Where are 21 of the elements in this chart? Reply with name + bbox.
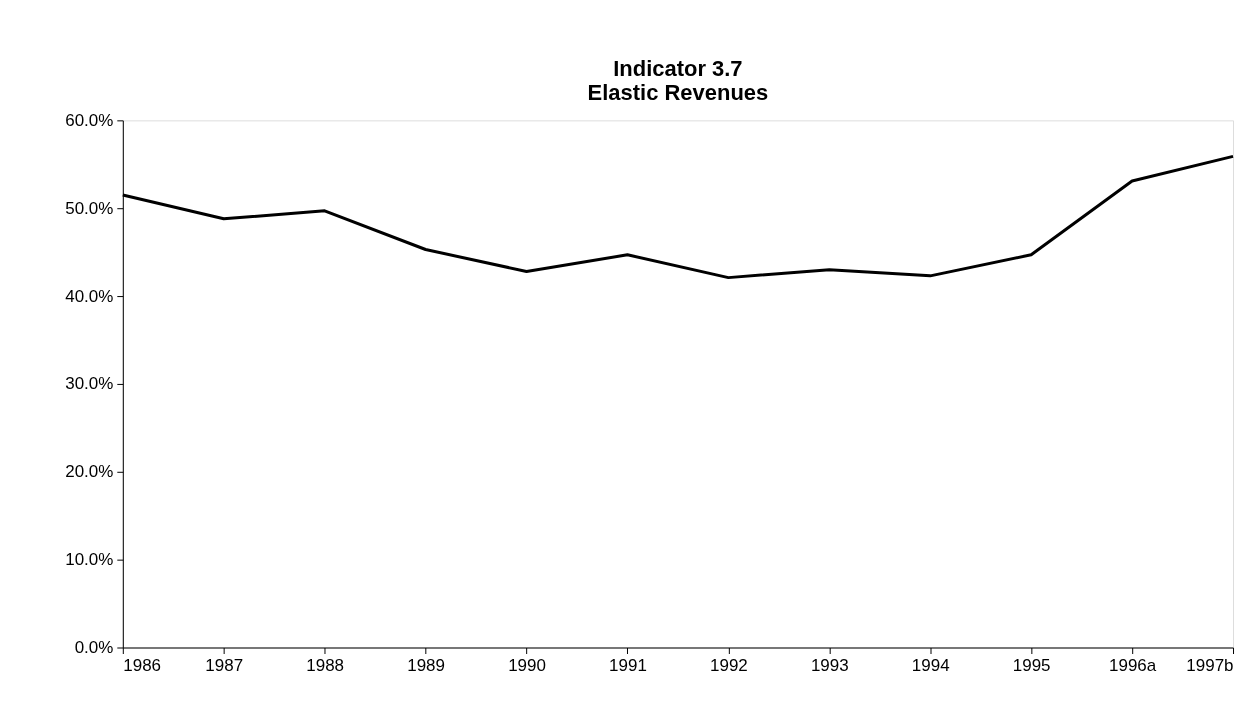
x-tick-label: 1987 [205,655,244,675]
x-tick-label: 1988 [306,655,345,675]
y-tick-label: 40.0% [65,286,114,306]
x-tick-label: 1989 [407,655,445,675]
x-tick-label: 1990 [508,655,546,675]
x-tick-label: 1995 [1012,655,1051,675]
y-tick-label: 30.0% [65,374,114,394]
x-tick-label: 1996a [1109,655,1157,675]
x-tick-label: 1993 [810,655,849,675]
y-tick-label: 50.0% [65,198,114,218]
x-tick-label: 1986 [123,655,162,675]
text: Elastic Revenues [587,80,769,106]
x-tick-label: 1994 [911,655,950,675]
y-tick-label: 10.0% [65,550,114,570]
y-tick-label: 20.0% [65,462,114,482]
text: Indicator 3.7 [613,56,743,82]
x-tick-label: 1997b [1186,655,1234,675]
y-tick-label: 60.0% [65,110,114,130]
x-tick-label: 1992 [710,655,748,675]
y-tick-label: 0.0% [74,638,114,657]
x-tick-label: 1991 [609,655,647,675]
